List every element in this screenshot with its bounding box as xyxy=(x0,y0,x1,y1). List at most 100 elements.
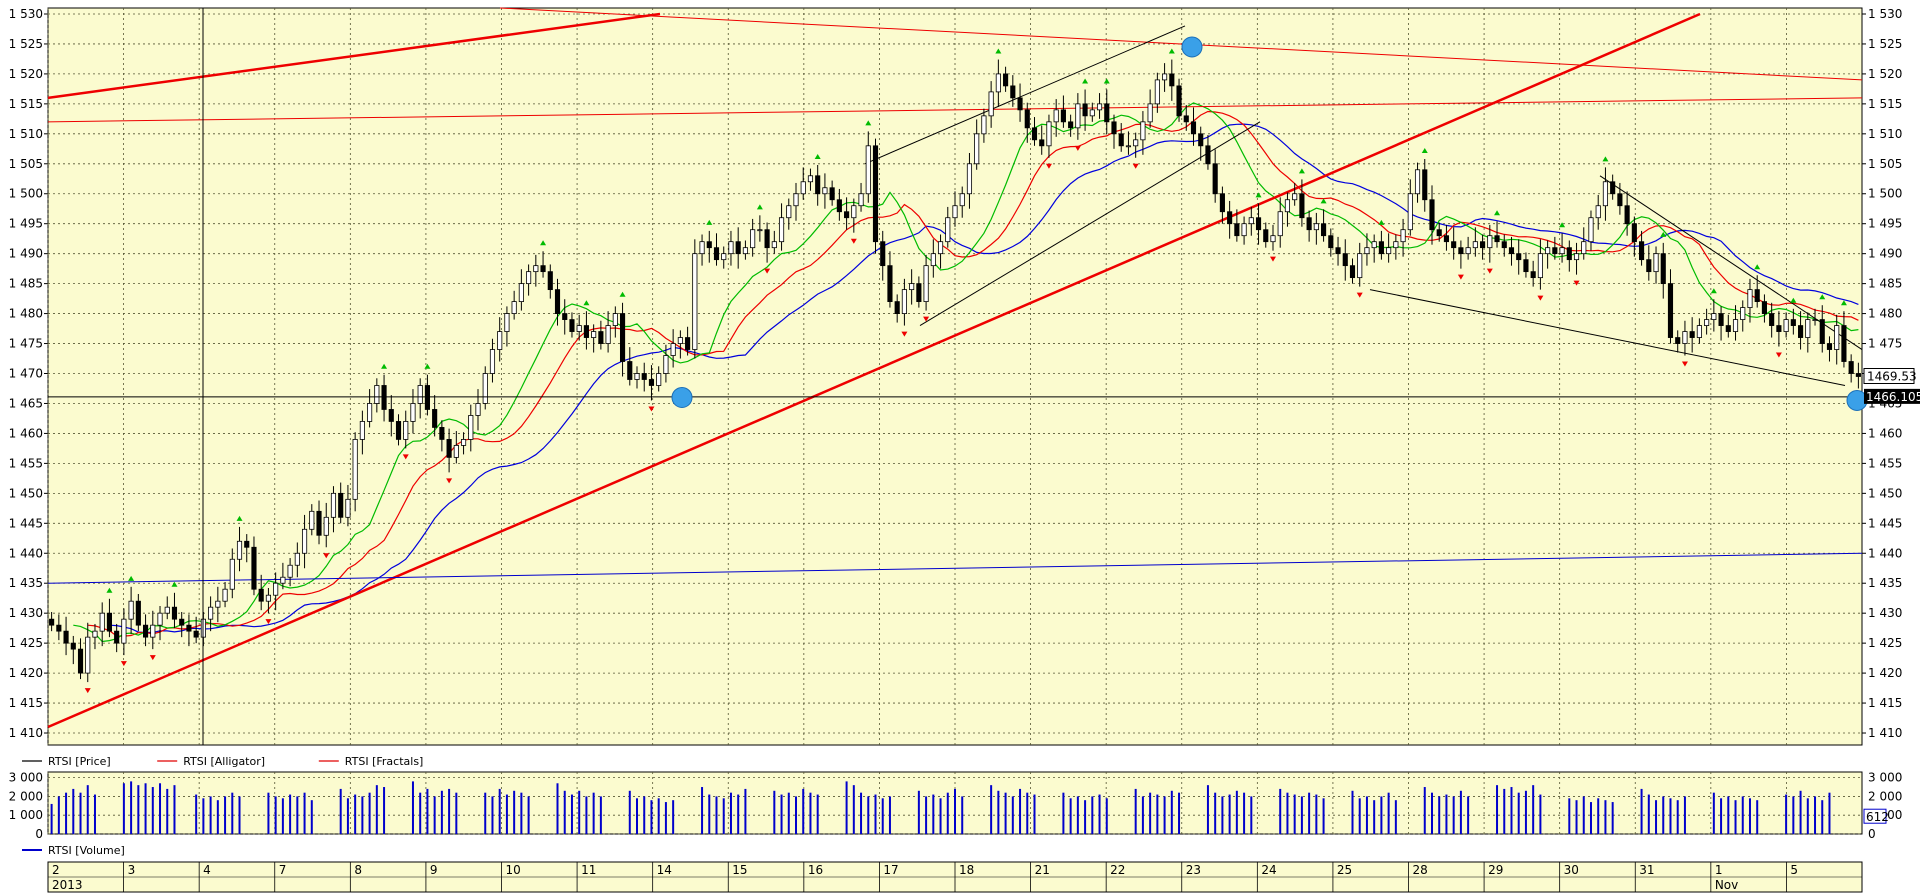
candle-body xyxy=(266,595,270,601)
candle-body xyxy=(490,350,494,374)
date-tick-label: 18 xyxy=(959,863,974,877)
candle-body xyxy=(563,314,567,320)
candle-body xyxy=(1777,326,1781,332)
candle-body xyxy=(310,511,314,529)
candle-body xyxy=(425,385,429,409)
candle-body xyxy=(555,290,559,314)
candle-body xyxy=(404,421,408,439)
candle-body xyxy=(1264,230,1268,242)
candle-body xyxy=(606,326,610,344)
price-tick-label-right: 1 530 xyxy=(1868,7,1902,21)
candle-body xyxy=(1733,320,1737,332)
last-price-label: 1469.53 xyxy=(1867,370,1917,384)
candle-body xyxy=(57,625,61,631)
price-tick-label-right: 1 435 xyxy=(1868,576,1902,590)
candle-body xyxy=(1495,236,1499,242)
candle-body xyxy=(801,182,805,194)
candle-body xyxy=(837,200,841,212)
price-tick-label-right: 1 450 xyxy=(1868,486,1902,500)
price-tick-label-right: 1 500 xyxy=(1868,187,1902,201)
candle-body xyxy=(1235,224,1239,236)
month-label: Nov xyxy=(1715,878,1738,892)
candle-body xyxy=(346,499,350,517)
candle-body xyxy=(1386,248,1390,254)
candle-body xyxy=(1278,212,1282,236)
price-tick-label-left: 1 515 xyxy=(9,97,43,111)
price-tick-label-left: 1 420 xyxy=(9,666,43,680)
volume-tick-label-right: 3 000 xyxy=(1868,771,1902,785)
candle-body xyxy=(1285,200,1289,212)
candle-body xyxy=(1249,218,1253,224)
candle-body xyxy=(1524,260,1528,272)
price-tick-label-left: 1 505 xyxy=(9,157,43,171)
price-tick-label-left: 1 455 xyxy=(9,456,43,470)
candle-body xyxy=(996,74,1000,92)
candle-body xyxy=(1632,224,1636,242)
candle-body xyxy=(1083,104,1087,116)
candle-body xyxy=(1820,320,1824,344)
candle-body xyxy=(1712,314,1716,320)
candle-body xyxy=(1459,248,1463,254)
candle-body xyxy=(64,631,68,643)
candle-body xyxy=(382,385,386,409)
date-tick-label: 7 xyxy=(279,863,287,877)
candle-body xyxy=(1509,248,1513,254)
candle xyxy=(353,432,357,511)
candle-body xyxy=(548,272,552,290)
price-tick-label-left: 1 465 xyxy=(9,396,43,410)
candle-body xyxy=(881,242,885,266)
candle-body xyxy=(844,212,848,218)
candle xyxy=(873,139,877,254)
price-tick-label-right: 1 510 xyxy=(1868,127,1902,141)
candle-body xyxy=(1567,248,1571,260)
date-tick-label: 2 xyxy=(52,863,60,877)
candle-body xyxy=(1452,242,1456,248)
date-tick-label: 3 xyxy=(128,863,136,877)
candle-body xyxy=(649,379,653,385)
candle-body xyxy=(1011,86,1015,98)
date-tick-label: 15 xyxy=(732,863,747,877)
candle-body xyxy=(440,427,444,439)
candle-body xyxy=(230,559,234,589)
candle-body xyxy=(1025,110,1029,128)
candle-body xyxy=(78,649,82,673)
price-tick-label-right: 1 525 xyxy=(1868,37,1902,51)
blue-marker xyxy=(1182,37,1202,57)
candle-body xyxy=(432,409,436,427)
candle-body xyxy=(512,302,516,314)
candle-body xyxy=(252,547,256,589)
legend-label: RTSI [Price] xyxy=(48,755,111,768)
candle-body xyxy=(1293,194,1297,200)
candle-body xyxy=(1437,230,1441,236)
candle-body xyxy=(787,206,791,218)
candle-body xyxy=(1191,122,1195,134)
candle-body xyxy=(1097,104,1101,110)
candle-body xyxy=(1372,242,1376,248)
candle-body xyxy=(1401,230,1405,242)
candle-body xyxy=(1220,194,1224,212)
candle-body xyxy=(1610,182,1614,194)
candle-body xyxy=(967,164,971,194)
candle-body xyxy=(736,242,740,254)
candle-body xyxy=(324,517,328,535)
price-tick-label-right: 1 490 xyxy=(1868,247,1902,261)
price-tick-label-right: 1 460 xyxy=(1868,426,1902,440)
candle-body xyxy=(982,116,986,134)
volume-tick-label-left: 3 000 xyxy=(9,771,43,785)
price-tick-label-left: 1 480 xyxy=(9,307,43,321)
candle-body xyxy=(888,266,892,302)
date-tick-label: 25 xyxy=(1337,863,1352,877)
price-tick-label-left: 1 500 xyxy=(9,187,43,201)
candle-body xyxy=(794,194,798,206)
candle-body xyxy=(1697,326,1701,338)
candle-body xyxy=(375,385,379,403)
blue-marker xyxy=(672,387,692,407)
candle-body xyxy=(367,403,371,421)
date-tick-label: 8 xyxy=(354,863,362,877)
candle-body xyxy=(1488,236,1492,248)
candle-body xyxy=(1300,194,1304,218)
candle-body xyxy=(1806,320,1810,338)
price-tick-label-right: 1 515 xyxy=(1868,97,1902,111)
candle-body xyxy=(259,589,263,601)
candle-body xyxy=(1444,236,1448,242)
